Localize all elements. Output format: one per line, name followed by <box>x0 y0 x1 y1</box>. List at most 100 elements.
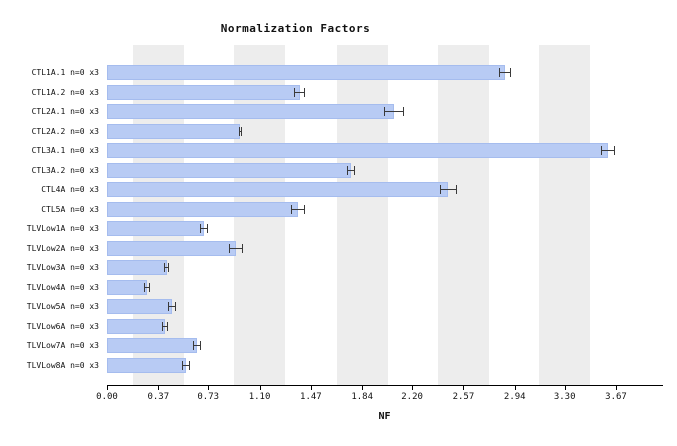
bar-track <box>107 200 662 220</box>
bar-track <box>107 219 662 239</box>
error-bar-line <box>292 208 305 210</box>
bar-track <box>107 141 662 161</box>
bar <box>107 357 187 373</box>
error-bar-line <box>169 306 176 307</box>
bar-row: CTL1A.1 n=0 x3 <box>0 63 662 83</box>
bar-row: CTL2A.2 n=0 x3 <box>0 122 662 142</box>
category-label: CTL2A.1 n=0 x3 <box>31 107 99 117</box>
category-label: TLVLow6A n=0 x3 <box>26 321 99 331</box>
error-bar-line <box>193 345 201 346</box>
error-bar-line <box>500 72 510 73</box>
category-label: CTL1A.1 n=0 x3 <box>31 68 99 78</box>
x-tick-mark <box>616 386 617 390</box>
bar-track <box>107 83 662 103</box>
error-bar <box>291 204 306 214</box>
bar-row: TLVLow6A n=0 x3 <box>0 317 662 337</box>
bar-row: TLVLow1A n=0 x3 <box>0 219 662 239</box>
category-label: TLVLow4A n=0 x3 <box>26 282 99 292</box>
bar <box>107 338 198 353</box>
category-label: CTL4A n=0 x3 <box>41 185 99 195</box>
bar <box>107 162 352 178</box>
chart-title: Normalization Factors <box>220 22 371 35</box>
x-tick-mark <box>362 386 364 390</box>
error-bar-line <box>295 91 305 93</box>
x-axis-line <box>107 385 663 386</box>
error-bar-line <box>440 189 456 190</box>
x-tick-label: 2.57 <box>452 392 475 402</box>
bar-track <box>107 336 662 356</box>
category-label: CTL1A.2 n=0 x3 <box>31 87 99 97</box>
bar-track <box>107 258 662 278</box>
bar-track <box>107 297 662 317</box>
category-label: TLVLow7A n=0 x3 <box>26 341 99 351</box>
bar-row: CTL3A.2 n=0 x3 <box>0 161 662 181</box>
x-tick-label: 1.10 <box>248 392 271 402</box>
x-tick-mark <box>208 386 210 390</box>
bar-row: TLVLow2A n=0 x3 <box>0 239 662 259</box>
error-bar <box>199 224 209 233</box>
bar-track <box>107 180 662 200</box>
bar <box>107 143 608 158</box>
background-stripe <box>437 45 490 385</box>
x-tick-mark <box>412 386 414 390</box>
bar <box>107 299 173 314</box>
x-tick-label: 0.73 <box>197 392 220 402</box>
category-label: CTL3A.1 n=0 x3 <box>31 146 99 156</box>
bar <box>107 221 205 236</box>
bar-row: CTL2A.1 n=0 x3 <box>0 102 662 122</box>
bar <box>107 260 167 275</box>
error-bar <box>600 146 615 155</box>
error-bar <box>384 107 404 116</box>
background-stripe <box>539 45 591 385</box>
bar-track <box>107 317 662 337</box>
error-bar-line <box>230 247 242 249</box>
bar-row: CTL3A.1 n=0 x3 <box>0 141 662 161</box>
category-label: CTL2A.2 n=0 x3 <box>31 126 99 136</box>
bar-track <box>107 122 662 142</box>
bar-row: TLVLow8A n=0 x3 <box>0 356 662 376</box>
x-tick-label: 1.47 <box>300 392 322 402</box>
bar-track <box>107 102 662 122</box>
bar-row: TLVLow3A n=0 x3 <box>0 258 662 278</box>
bar <box>107 240 236 256</box>
bar-track <box>107 278 662 298</box>
error-bar <box>346 165 356 175</box>
bar <box>107 318 166 334</box>
x-tick-mark <box>259 386 261 390</box>
bar <box>107 279 148 295</box>
error-bar-line <box>182 364 190 366</box>
error-bar <box>238 126 242 136</box>
error-bar <box>229 243 243 253</box>
category-label: TLVLow2A n=0 x3 <box>26 243 99 253</box>
error-bar <box>168 302 177 311</box>
bar-row: TLVLow7A n=0 x3 <box>0 336 662 356</box>
category-label: CTL5A n=0 x3 <box>41 204 99 214</box>
error-bar <box>162 321 169 331</box>
bar <box>107 65 506 80</box>
bar-track <box>107 356 662 376</box>
x-tick-label: 3.67 <box>605 392 627 402</box>
error-bar <box>163 263 170 272</box>
error-bar-line <box>163 325 168 327</box>
bar <box>107 182 449 197</box>
category-label: TLVLow5A n=0 x3 <box>26 302 99 312</box>
error-bar-line <box>200 228 208 229</box>
error-bar-line <box>601 150 614 151</box>
x-tick-mark <box>564 386 566 390</box>
x-tick-label: 3.30 <box>553 392 576 402</box>
error-bar-line <box>164 267 169 268</box>
x-tick-mark <box>158 386 160 390</box>
x-tick-mark <box>107 386 108 390</box>
x-tick-mark <box>463 386 465 390</box>
x-tick-label: 0.37 <box>147 392 170 402</box>
bar-track <box>107 239 662 259</box>
x-tick-mark <box>310 386 312 390</box>
x-tick-mark <box>514 386 516 390</box>
category-label: TLVLow3A n=0 x3 <box>26 263 99 273</box>
x-tick-label: 2.94 <box>503 392 526 402</box>
bar-track <box>107 161 662 181</box>
bar <box>107 84 300 100</box>
background-stripe <box>336 45 388 385</box>
bar-rows: CTL1A.1 n=0 x3 CTL1A.2 n=0 x3 CTL2A.1 n=0 … <box>0 63 662 375</box>
